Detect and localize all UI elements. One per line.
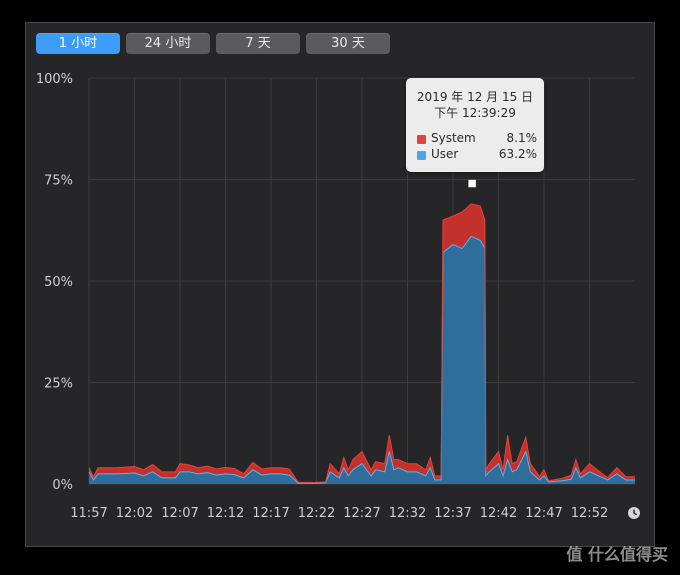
x-tick-label: 12:12	[207, 506, 244, 521]
tooltip-date: 2019 年 12 月 15 日	[416, 90, 534, 104]
x-tick-label: 12:42	[480, 506, 517, 521]
y-axis: 100% 75% 50% 25% 0%	[36, 72, 73, 493]
watermark: 值 什么值得买	[566, 545, 668, 564]
x-tick-label: 12:02	[116, 506, 153, 521]
x-tick-label: 12:32	[389, 506, 426, 521]
y-tick-label: 50%	[44, 275, 73, 290]
x-tick-label: 12:22	[298, 506, 335, 521]
x-tick-label: 12:07	[161, 506, 198, 521]
tab-30-days[interactable]: 30 天	[306, 33, 390, 54]
tooltip-row-system: System 8.1%	[417, 131, 537, 147]
cpu-usage-chart[interactable]: 100% 75% 50% 25% 0% 11:57 12:02 12:07 12:12 12:1…	[26, 23, 654, 546]
tab-1-hour[interactable]: 1 小时	[36, 33, 120, 54]
data-tooltip: 2019 年 12 月 15 日 下午 12:39:29 System 8.1%…	[406, 78, 544, 172]
hover-point	[467, 179, 477, 188]
system-swatch	[417, 135, 426, 144]
y-tick-label: 100%	[36, 72, 73, 87]
x-tick-label: 12:47	[525, 506, 562, 521]
x-tick-label: 12:27	[343, 506, 380, 521]
x-tick-label: 11:57	[70, 506, 107, 521]
hover-marker	[467, 179, 477, 188]
chart-grid	[88, 77, 635, 485]
user-swatch	[417, 151, 426, 160]
system-line	[88, 203, 635, 483]
tooltip-row-user: User 63.2%	[417, 147, 537, 163]
tooltip-series-name: User	[431, 147, 459, 161]
tab-24-hours[interactable]: 24 小时	[126, 33, 210, 54]
y-tick-label: 0%	[52, 478, 73, 493]
tooltip-time: 下午 12:39:29	[434, 106, 516, 120]
y-tick-label: 75%	[44, 174, 73, 189]
x-axis: 11:57 12:02 12:07 12:12 12:17 12:22 12:27 12:32…	[70, 506, 608, 521]
chart-areas	[88, 203, 635, 484]
x-tick-label: 12:52	[571, 506, 608, 521]
user-line	[88, 235, 635, 484]
cpu-history-panel: 1 小时 24 小时 7 天 30 天 100% 75% 50% 25% 0% 11:5…	[25, 22, 655, 547]
clock-icon[interactable]	[628, 507, 640, 519]
x-tick-label: 12:37	[434, 506, 471, 521]
tooltip-series-value: 63.2%	[498, 147, 537, 161]
x-tick-label: 12:17	[252, 506, 289, 521]
y-tick-label: 25%	[44, 377, 73, 392]
tooltip-series-value: 8.1%	[506, 131, 538, 145]
tooltip-series-name: System	[431, 131, 476, 145]
tab-7-days[interactable]: 7 天	[216, 33, 300, 54]
